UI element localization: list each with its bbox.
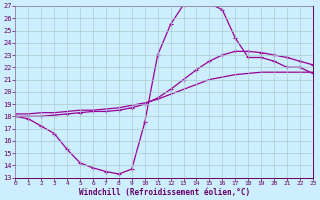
X-axis label: Windchill (Refroidissement éolien,°C): Windchill (Refroidissement éolien,°C) (78, 188, 250, 197)
